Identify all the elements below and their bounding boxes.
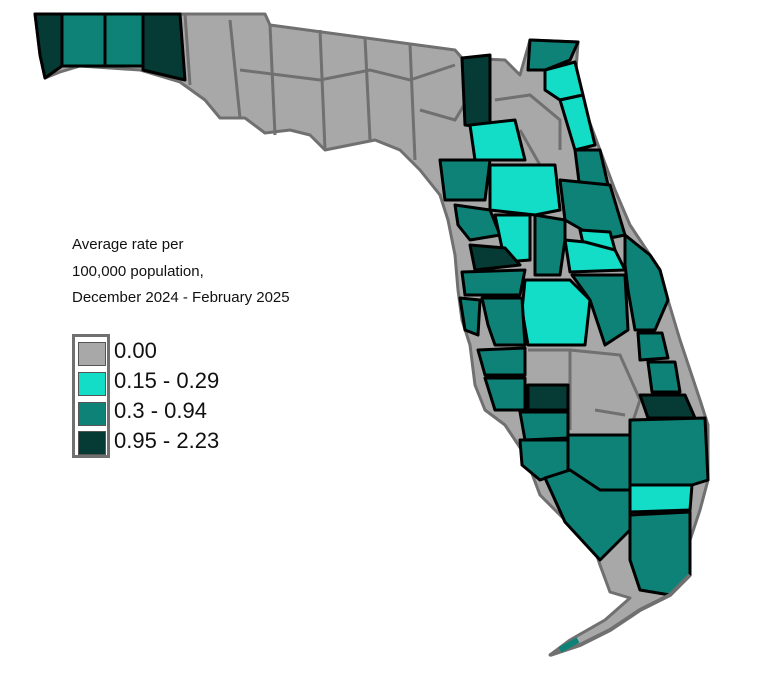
- legend-title-line-2: 100,000 population,: [72, 262, 204, 280]
- county-hillsborough: [480, 296, 527, 347]
- legend-label-1: 0.15 - 0.29: [114, 368, 220, 393]
- county-st-johns: [558, 93, 597, 152]
- county-sarasota: [483, 376, 527, 412]
- county-hernando: [468, 243, 522, 272]
- legend-swatch-2: [78, 402, 106, 426]
- county-st-lucie: [646, 360, 682, 394]
- county-martin: [638, 393, 697, 420]
- legend-swatch-3: [78, 431, 106, 455]
- legend-label-2: 0.3 - 0.94: [114, 398, 207, 423]
- legend-title: Average rate per 100,000 population, Dec…: [72, 232, 290, 312]
- county-collier: [543, 468, 632, 562]
- county-orange: [563, 238, 627, 274]
- county-charlotte: [518, 410, 570, 442]
- legend-swatch-1: [78, 372, 106, 396]
- gray-county-lines: [183, 13, 642, 431]
- county-broward: [628, 483, 694, 514]
- county-columbia: [460, 53, 492, 130]
- county-citrus: [453, 203, 502, 242]
- county-pasco: [460, 268, 527, 297]
- county-alachua: [468, 118, 527, 162]
- county-manatee: [476, 346, 527, 377]
- legend-title-line-1: Average rate per: [72, 236, 184, 253]
- county-osceola: [570, 273, 630, 347]
- legend-title-line-3: December 2024 - February 2025: [72, 289, 290, 306]
- county-indian-river: [636, 331, 670, 362]
- county-marion: [488, 163, 562, 217]
- county-escambia: [33, 12, 64, 80]
- county-walton: [141, 12, 187, 82]
- keys-segment: [558, 637, 580, 653]
- county-santa-rosa: [60, 12, 107, 68]
- legend-swatches: [72, 334, 110, 458]
- county-desoto: [526, 383, 570, 412]
- county-okaloosa: [103, 12, 145, 68]
- county-nassau: [526, 38, 580, 72]
- legend-label-3: 0.95 - 2.23: [114, 428, 220, 453]
- county-levy: [438, 158, 492, 202]
- florida-keys: [549, 573, 692, 657]
- county-polk: [520, 278, 592, 347]
- legend-swatch-0: [78, 342, 106, 366]
- county-duval: [543, 60, 585, 102]
- county-lake: [533, 213, 567, 277]
- county-brevard: [623, 233, 670, 332]
- county-palm-beach: [628, 416, 710, 487]
- legend-label-0: 0.00: [114, 338, 157, 363]
- county-pinellas: [458, 296, 482, 337]
